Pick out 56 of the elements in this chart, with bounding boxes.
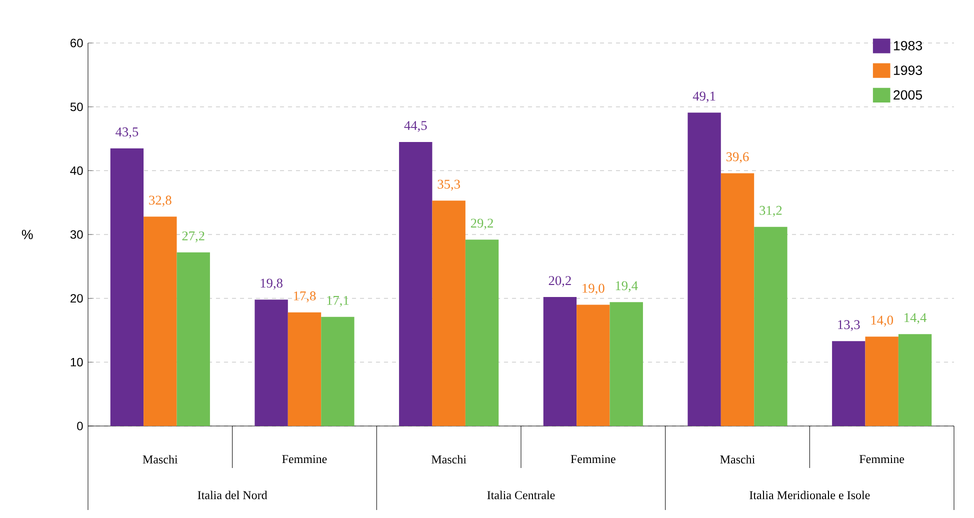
bar	[720, 173, 754, 426]
legend-label: 1993	[894, 66, 922, 76]
data-label: 49,1	[692, 92, 716, 103]
x-tick-label: Femmine	[570, 455, 616, 464]
data-label: 20,2	[548, 276, 571, 288]
bar	[432, 200, 466, 426]
bar	[144, 216, 177, 426]
y-tick-label: 0	[77, 422, 83, 430]
data-label: 14,0	[871, 316, 894, 327]
bar	[176, 252, 210, 426]
data-label: 17,8	[294, 291, 316, 302]
y-tick-label: 60	[70, 38, 83, 48]
y-tick-label: 40	[70, 166, 83, 175]
bar	[576, 304, 610, 426]
bar	[465, 240, 499, 426]
legend-label: 1983	[894, 40, 922, 50]
y-tick-label: 20	[70, 294, 83, 303]
bar	[610, 302, 643, 426]
data-label: 14,4	[904, 313, 926, 324]
bar	[288, 312, 322, 426]
x-tick-label: Femmine	[860, 455, 904, 464]
legend-label: 2005	[894, 90, 922, 100]
data-label: 19,0	[582, 284, 604, 295]
data-label: 32,8	[149, 196, 172, 207]
text: Italia Centrale	[487, 490, 555, 500]
data-label: 43,5	[116, 127, 138, 138]
text: Italia Meridionale e Isole	[750, 490, 870, 500]
data-label: 27,2	[182, 231, 204, 242]
bar	[754, 226, 788, 426]
data-label: 13,3	[838, 320, 860, 332]
data-label: 44,5	[404, 121, 427, 132]
data-label: 19,4	[616, 281, 638, 292]
x-tick-label: Femmine	[282, 455, 327, 464]
x-tick-label: Maschi	[142, 455, 178, 464]
x-tick-label: Maschi	[432, 455, 466, 464]
data-label: 31,2	[760, 206, 782, 217]
y-axis-title: %	[22, 230, 33, 240]
bar	[321, 316, 354, 426]
bar	[865, 336, 898, 426]
y-tick-label: 50	[70, 102, 83, 112]
bar	[110, 148, 144, 426]
bar	[543, 297, 577, 426]
data-label: 35,3	[438, 180, 460, 191]
bar	[898, 334, 932, 426]
data-label: 29,2	[470, 218, 493, 230]
bar	[254, 300, 288, 426]
data-label: 17,1	[327, 296, 349, 307]
x-tick-label: Maschi	[720, 455, 755, 464]
bar	[832, 341, 866, 426]
y-tick-label: 10	[70, 358, 83, 366]
data-label: 19,8	[260, 278, 282, 290]
bar	[399, 142, 432, 426]
y-tick-label: 30	[70, 230, 83, 239]
data-label: 39,6	[726, 152, 749, 164]
text: Italia del Nord	[198, 490, 268, 500]
bar	[688, 112, 721, 426]
